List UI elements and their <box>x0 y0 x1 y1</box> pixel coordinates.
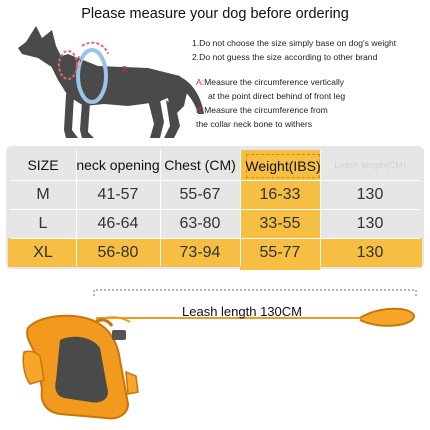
note-a-prefix: A: <box>196 77 205 87</box>
cell-neck: 46-64 <box>97 214 139 232</box>
header-size: SIZE <box>27 157 59 173</box>
cell-weight: 33-55 <box>259 214 301 232</box>
note-a-text: Measure the circumference vertically <box>204 77 345 87</box>
col-divider <box>320 150 321 266</box>
col-divider <box>240 150 241 266</box>
harness-icon <box>22 314 139 420</box>
note-b-line2: the collar neck bone to withers <box>196 119 313 129</box>
header-weight: Weight(IBS) <box>245 154 321 178</box>
col-divider <box>160 150 161 266</box>
neck-arrow <box>81 41 109 55</box>
row-divider <box>10 238 420 239</box>
note-a-line2: at the point direct behind of front leg <box>208 91 346 101</box>
label-b: B <box>122 65 127 74</box>
note-1: 1.Do not choose the size simply base on … <box>192 38 397 48</box>
label-a: A <box>76 55 82 64</box>
xl-row-highlight <box>8 238 422 267</box>
cell-chest: 55-67 <box>179 185 221 203</box>
harness-leash-illustration <box>22 289 417 420</box>
header-neck: neck opening <box>76 157 160 173</box>
cell-chest: 63-80 <box>179 214 221 232</box>
page-title: Please measure your dog before ordering <box>81 6 349 22</box>
note-a-line1: A:Measure the circumference vertically <box>192 77 428 88</box>
dog-measure-diagram: A B <box>18 26 204 138</box>
col-divider <box>76 150 77 266</box>
cell-leash: 130 <box>356 185 384 203</box>
note-b-prefix: B: <box>196 105 205 115</box>
note-2: 2.Do not guess the size according to oth… <box>192 52 378 62</box>
cell-chest: 73-94 <box>179 243 221 261</box>
row-divider <box>10 209 420 210</box>
leash-handle <box>359 307 416 327</box>
cell-size: L <box>38 214 48 232</box>
length-bracket <box>93 289 417 296</box>
cell-neck: 41-57 <box>97 185 139 203</box>
cell-leash: 130 <box>356 214 384 232</box>
harness-neck-ring <box>58 50 78 80</box>
cell-weight: 55-77 <box>259 243 301 261</box>
note-b-line1: B:Measure the circumference from <box>192 105 428 116</box>
note-b-text: Measure the circumference from <box>204 105 328 115</box>
dog-silhouette <box>18 26 204 138</box>
size-table: SIZE neck opening Chest (CM) Weight(IBS)… <box>6 146 424 269</box>
header-chest: Chest (CM) <box>164 157 236 173</box>
cell-size: M <box>36 185 50 203</box>
cell-weight: 16-33 <box>259 185 301 203</box>
measurement-notes: 1.Do not choose the size simply base on … <box>192 38 428 133</box>
harness-chest-ring <box>76 48 108 104</box>
cell-leash: 130 <box>356 243 384 261</box>
leash-length-label: Leash length 130CM <box>182 304 302 319</box>
header-leash: Leash length(CM) <box>334 160 406 170</box>
cell-neck: 56-80 <box>97 243 139 261</box>
row-divider <box>10 180 420 181</box>
cell-size: XL <box>33 243 53 261</box>
